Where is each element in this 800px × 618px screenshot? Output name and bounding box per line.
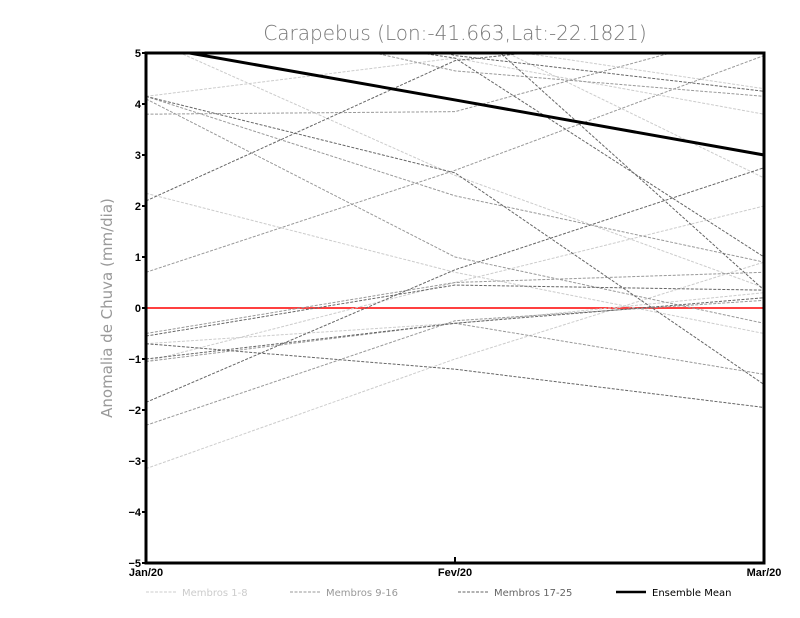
legend-entry: Membros 9-16: [290, 588, 398, 599]
y-tick-label: −1: [128, 354, 141, 366]
member-line: [506, 53, 764, 179]
legend-entry: Membros 1-8: [146, 588, 248, 599]
member-line: [146, 53, 673, 115]
member-line: [499, 53, 764, 291]
member-line: [146, 95, 764, 263]
y-tick-label: 5: [135, 48, 141, 60]
y-tick-label: −4: [128, 507, 141, 519]
y-tick-label: −5: [128, 558, 141, 570]
legend-label: Membros 1-8: [182, 588, 248, 599]
member-line: [443, 53, 764, 92]
member-line: [146, 192, 764, 334]
member-line: [146, 57, 764, 115]
ensemble-mean-line: [180, 53, 764, 157]
y-tick-label: −2: [128, 405, 141, 417]
member-line: [146, 53, 531, 202]
legend-label: Membros 9-16: [326, 588, 398, 599]
x-tick-label: Mar/20: [747, 567, 782, 579]
y-axis-label: Anomalia de Chuva (mm/dia): [98, 198, 116, 418]
y-tick-label: 0: [135, 303, 141, 315]
chart-title: Carapebus (Lon:-41.663,Lat:-22.1821): [263, 21, 646, 45]
member-line: [179, 53, 764, 289]
member-line: [146, 261, 764, 470]
legend-entry: Ensemble Mean: [616, 588, 731, 599]
member-line: [146, 299, 764, 426]
legend-label: Membros 17-25: [494, 588, 572, 599]
y-tick-label: 2: [135, 201, 141, 213]
y-tick-label: 4: [135, 99, 142, 111]
member-line: [146, 292, 764, 345]
member-line: [520, 53, 764, 90]
member-line: [372, 53, 764, 97]
member-line: [146, 55, 764, 273]
x-tick-label: Fev/20: [438, 567, 472, 579]
legend-entry: Membros 17-25: [458, 588, 572, 599]
y-tick-label: 1: [135, 252, 141, 264]
y-tick-label: −3: [128, 456, 141, 468]
y-tick-label: 3: [135, 150, 141, 162]
member-line: [146, 98, 764, 324]
member-line: [146, 322, 764, 375]
member-line: [146, 343, 764, 408]
member-line: [146, 205, 764, 363]
legend-label: Ensemble Mean: [652, 588, 731, 599]
member-line: [146, 284, 764, 337]
x-tick-label: Jan/20: [129, 567, 163, 579]
member-line: [146, 95, 764, 385]
member-line: [417, 53, 764, 258]
member-line: [146, 297, 764, 360]
member-line: [146, 271, 764, 334]
